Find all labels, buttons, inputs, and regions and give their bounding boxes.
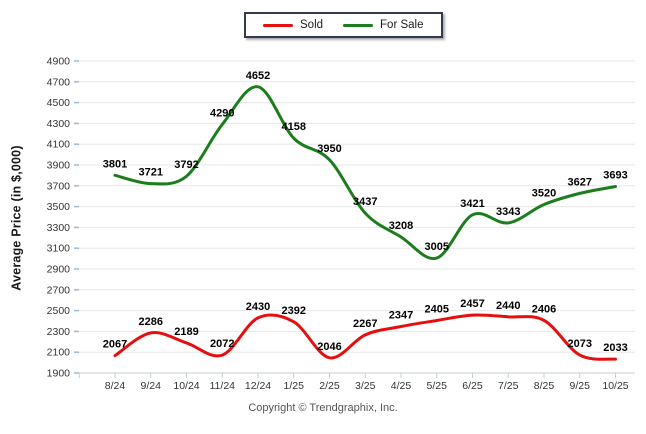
- svg-text:3627: 3627: [568, 176, 592, 188]
- svg-text:1/25: 1/25: [284, 380, 305, 392]
- svg-text:3300: 3300: [47, 222, 71, 234]
- x-axis-ticks: [78, 372, 635, 378]
- svg-text:3437: 3437: [353, 196, 377, 208]
- svg-text:9/24: 9/24: [141, 380, 162, 392]
- svg-text:6/25: 6/25: [462, 380, 483, 392]
- svg-text:9/25: 9/25: [570, 380, 591, 392]
- svg-text:3950: 3950: [317, 143, 341, 155]
- y-axis-labels: 1900 2100 2300 2500 2700 2900 3100 3300 3500 3700…: [47, 56, 71, 380]
- svg-text:2/25: 2/25: [319, 380, 340, 392]
- svg-text:2457: 2457: [460, 298, 484, 310]
- svg-text:3421: 3421: [460, 198, 484, 210]
- svg-text:3005: 3005: [425, 241, 449, 253]
- svg-text:3100: 3100: [47, 243, 71, 255]
- svg-text:4700: 4700: [47, 76, 71, 88]
- svg-text:11/24: 11/24: [210, 380, 236, 392]
- gridlines: [74, 60, 635, 374]
- for-sale-legend-label: For Sale: [380, 19, 424, 31]
- svg-text:3792: 3792: [174, 159, 198, 171]
- svg-text:3721: 3721: [139, 167, 163, 179]
- sold-legend-label: Sold: [300, 19, 324, 31]
- svg-text:2072: 2072: [210, 338, 234, 350]
- svg-text:2073: 2073: [568, 338, 592, 350]
- chart-legend: Sold For Sale: [244, 12, 443, 38]
- svg-text:2046: 2046: [317, 341, 341, 353]
- price-trend-chart: 1900 2100 2300 2500 2700 2900 3100 3300 3500 3700…: [47, 56, 635, 392]
- svg-text:2067: 2067: [103, 339, 127, 351]
- svg-text:3208: 3208: [389, 220, 413, 232]
- svg-text:5/25: 5/25: [427, 380, 448, 392]
- svg-text:3/25: 3/25: [355, 380, 376, 392]
- svg-text:4100: 4100: [47, 139, 71, 151]
- svg-text:3700: 3700: [47, 180, 71, 192]
- svg-text:2100: 2100: [47, 347, 71, 359]
- svg-text:10/25: 10/25: [602, 380, 628, 392]
- for-sale-line: [113, 85, 617, 261]
- y-axis-title: Average Price (in $,000): [9, 145, 24, 291]
- legend-item-sold: Sold: [263, 19, 323, 31]
- svg-text:2033: 2033: [603, 342, 627, 354]
- svg-text:4290: 4290: [210, 107, 234, 119]
- sold-data-labels: 2067 2286 2189 2072 2430 2392 2046 2267 2347 2405…: [103, 298, 628, 354]
- svg-text:2300: 2300: [47, 326, 71, 338]
- sold-line: [113, 313, 617, 361]
- svg-text:2392: 2392: [282, 305, 306, 317]
- svg-text:2405: 2405: [425, 303, 449, 315]
- svg-text:3801: 3801: [103, 158, 127, 170]
- svg-text:2347: 2347: [389, 310, 413, 322]
- legend-item-for-sale: For Sale: [343, 19, 424, 31]
- svg-text:2430: 2430: [246, 301, 270, 313]
- for-sale-line-swatch: [343, 23, 374, 27]
- svg-text:2286: 2286: [139, 316, 163, 328]
- svg-text:2900: 2900: [47, 264, 71, 276]
- svg-text:7/25: 7/25: [498, 380, 519, 392]
- svg-text:4500: 4500: [47, 97, 71, 109]
- svg-text:2440: 2440: [496, 300, 520, 312]
- svg-text:4158: 4158: [282, 121, 306, 133]
- svg-text:4652: 4652: [246, 70, 270, 82]
- svg-text:1900: 1900: [47, 368, 71, 380]
- svg-text:8/25: 8/25: [534, 380, 555, 392]
- copyright-text: Copyright © Trendgraphix, Inc.: [248, 402, 398, 414]
- svg-text:2500: 2500: [47, 305, 71, 317]
- svg-text:8/24: 8/24: [105, 380, 126, 392]
- svg-text:4/25: 4/25: [391, 380, 412, 392]
- svg-text:2700: 2700: [47, 284, 71, 296]
- svg-text:3520: 3520: [532, 188, 556, 200]
- svg-text:3900: 3900: [47, 160, 71, 172]
- svg-text:4300: 4300: [47, 118, 71, 130]
- svg-text:3343: 3343: [496, 206, 520, 218]
- svg-text:2406: 2406: [532, 303, 556, 315]
- svg-text:2189: 2189: [174, 326, 198, 338]
- svg-text:4900: 4900: [47, 56, 71, 68]
- svg-text:2267: 2267: [353, 318, 377, 330]
- svg-text:3693: 3693: [603, 170, 627, 182]
- svg-text:3500: 3500: [47, 201, 71, 213]
- sold-line-swatch: [263, 23, 293, 27]
- svg-text:10/24: 10/24: [173, 380, 199, 392]
- x-axis-labels: 8/24 9/24 10/24 11/24 12/24 1/25 2/25 3/25 4/25 5…: [105, 380, 629, 392]
- svg-text:12/24: 12/24: [245, 380, 271, 392]
- for-sale-data-labels: 3801 3721 3792 4290 4652 4158 3950 3437 3208 3005…: [103, 70, 628, 253]
